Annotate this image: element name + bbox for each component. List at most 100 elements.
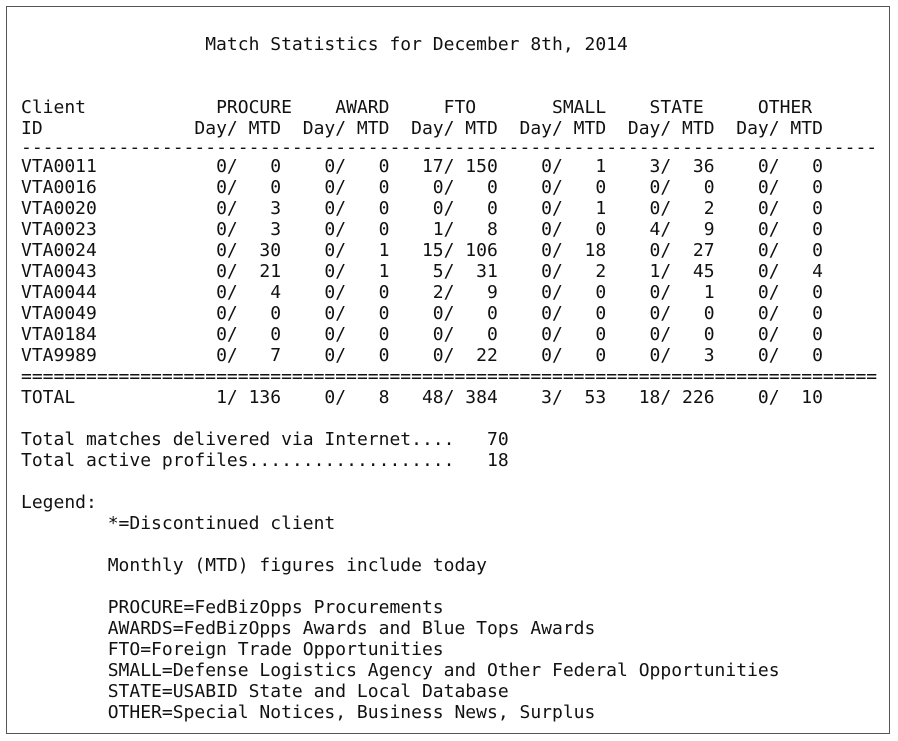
cell-procure: 0/ 0 (194, 324, 282, 345)
cell-state: 3/ 36 (627, 156, 715, 177)
total-other: 0/ 10 (736, 387, 823, 408)
match-statistics-report: Match Statistics for December 8th, 2014 … (21, 34, 877, 723)
group-other: OTHER (757, 97, 813, 118)
report-title: Match Statistics for December 8th, 2014 (21, 34, 877, 55)
cell-state: 0/ 0 (627, 177, 715, 198)
cell-small: 0/ 1 (519, 156, 607, 177)
cell-procure: 0/ 3 (194, 198, 282, 219)
legend-definition: PROCURE=FedBizOpps Procurements (107, 597, 444, 618)
table-row: VTA0044 0/ 4 0/ 0 2/ 9 0/ 0 0/ 1 0/ 0 (21, 282, 877, 303)
table-row: VTA0016 0/ 0 0/ 0 0/ 0 0/ 0 0/ 0 0/ 0 (21, 177, 877, 198)
cell-fto: 0/ 0 (411, 198, 498, 219)
double-divider: ========================================… (21, 366, 878, 387)
client-id: VTA0020 (21, 198, 97, 219)
legend-definition: FTO=Foreign Trade Opportunities (107, 639, 444, 660)
cell-fto: 0/ 0 (411, 177, 498, 198)
cell-small: 0/ 0 (519, 282, 607, 303)
cell-award: 0/ 0 (302, 219, 390, 240)
day-mtd-header-fto: Day/ MTD (411, 118, 498, 139)
client-id: VTA0023 (21, 219, 97, 240)
legend-discontinued: *=Discontinued client (107, 513, 336, 534)
cell-small: 0/ 0 (519, 303, 607, 324)
summary-label: Total active profiles................... (21, 450, 455, 471)
cell-award: 0/ 1 (302, 261, 390, 282)
cell-small: 0/ 0 (519, 219, 607, 240)
header-row-1: Client PROCURE AWARD FTO SMALL STATE OTH… (21, 97, 877, 118)
client-id: VTA9989 (21, 345, 97, 366)
cell-other: 0/ 0 (736, 198, 823, 219)
cell-procure: 0/ 0 (194, 177, 282, 198)
cell-award: 0/ 0 (302, 198, 390, 219)
table-row: VTA0184 0/ 0 0/ 0 0/ 0 0/ 0 0/ 0 0/ 0 (21, 324, 877, 345)
summary-profiles: Total active profiles...................… (21, 450, 877, 471)
cell-procure: 0/ 0 (194, 156, 282, 177)
legend-definition: OTHER=Special Notices, Business News, Su… (107, 702, 596, 723)
table-row: VTA0024 0/ 30 0/ 1 15/ 106 0/ 18 0/ 27 0… (21, 240, 877, 261)
cell-award: 0/ 0 (302, 156, 390, 177)
day-mtd-header-state: Day/ MTD (627, 118, 715, 139)
summary-matches: Total matches delivered via Internet....… (21, 429, 877, 450)
table-row: VTA0011 0/ 0 0/ 0 17/ 150 0/ 1 3/ 36 0/ … (21, 156, 877, 177)
cell-other: 0/ 0 (736, 303, 823, 324)
total-procure: 1/ 136 (194, 387, 282, 408)
cell-other: 0/ 0 (736, 240, 823, 261)
document-frame (6, 6, 890, 734)
table-row: VTA0020 0/ 3 0/ 0 0/ 0 0/ 1 0/ 2 0/ 0 (21, 198, 877, 219)
legend-title: Legend: (21, 492, 97, 513)
group-fto: FTO (443, 97, 477, 118)
group-small: SMALL (552, 97, 607, 118)
cell-small: 0/ 0 (519, 324, 607, 345)
client-id: VTA0184 (21, 324, 97, 345)
cell-other: 0/ 0 (736, 324, 823, 345)
cell-award: 0/ 0 (302, 282, 390, 303)
day-mtd-header-small: Day/ MTD (519, 118, 607, 139)
cell-procure: 0/ 21 (194, 261, 282, 282)
cell-state: 0/ 3 (627, 345, 715, 366)
cell-small: 0/ 18 (519, 240, 607, 261)
cell-state: 0/ 27 (627, 240, 715, 261)
legend-definition: STATE=USABID State and Local Database (107, 681, 509, 702)
cell-fto: 15/ 106 (411, 240, 498, 261)
cell-fto: 5/ 31 (411, 261, 498, 282)
client-id: VTA0049 (21, 303, 97, 324)
cell-other: 0/ 0 (736, 282, 823, 303)
group-procure: PROCURE (216, 97, 292, 118)
cell-small: 0/ 2 (519, 261, 607, 282)
cell-state: 0/ 0 (627, 324, 715, 345)
cell-procure: 0/ 0 (194, 303, 282, 324)
total-row: TOTAL 1/ 136 0/ 8 48/ 384 3/ 53 18/ 226 … (21, 387, 877, 408)
client-id: VTA0011 (21, 156, 97, 177)
cell-award: 0/ 0 (302, 303, 390, 324)
cell-state: 4/ 9 (627, 219, 715, 240)
cell-state: 0/ 0 (627, 303, 715, 324)
group-state: STATE (649, 97, 704, 118)
total-small: 3/ 53 (519, 387, 607, 408)
client-rows: VTA0011 0/ 0 0/ 0 17/ 150 0/ 1 3/ 36 0/ … (21, 156, 877, 366)
client-label: Client (21, 97, 87, 118)
dash-divider: ----------------------------------------… (21, 137, 878, 158)
client-id: VTA0043 (21, 261, 97, 282)
cell-other: 0/ 4 (736, 261, 823, 282)
summary-label: Total matches delivered via Internet.... (21, 429, 455, 450)
total-fto: 48/ 384 (411, 387, 498, 408)
table-row: VTA0023 0/ 3 0/ 0 1/ 8 0/ 0 4/ 9 0/ 0 (21, 219, 877, 240)
cell-fto: 0/ 22 (411, 345, 498, 366)
cell-state: 0/ 1 (627, 282, 715, 303)
total-state: 18/ 226 (627, 387, 715, 408)
client-id: VTA0024 (21, 240, 97, 261)
cell-state: 1/ 45 (627, 261, 715, 282)
cell-fto: 0/ 0 (411, 324, 498, 345)
day-mtd-header-award: Day/ MTD (302, 118, 390, 139)
cell-award: 0/ 0 (302, 345, 390, 366)
legend-definition: AWARDS=FedBizOpps Awards and Blue Tops A… (107, 618, 596, 639)
total-award: 0/ 8 (302, 387, 390, 408)
cell-award: 0/ 1 (302, 240, 390, 261)
client-id: VTA0044 (21, 282, 97, 303)
cell-procure: 0/ 30 (194, 240, 282, 261)
cell-award: 0/ 0 (302, 177, 390, 198)
cell-fto: 1/ 8 (411, 219, 498, 240)
day-mtd-header-other: Day/ MTD (736, 118, 823, 139)
day-mtd-header-procure: Day/ MTD (194, 118, 282, 139)
cell-fto: 0/ 0 (411, 303, 498, 324)
legend-definition: SMALL=Defense Logistics Agency and Other… (107, 660, 780, 681)
